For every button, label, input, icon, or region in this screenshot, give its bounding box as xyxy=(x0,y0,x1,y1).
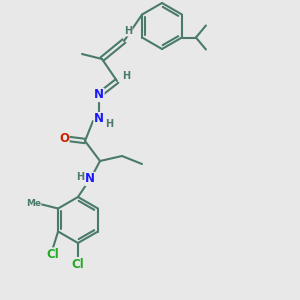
Text: Me: Me xyxy=(26,199,42,208)
Text: Cl: Cl xyxy=(47,248,59,261)
Text: H: H xyxy=(124,26,132,36)
Text: N: N xyxy=(94,88,104,101)
Text: Cl: Cl xyxy=(72,257,84,271)
Text: N: N xyxy=(94,112,104,125)
Text: N: N xyxy=(85,172,95,185)
Text: H: H xyxy=(122,71,130,81)
Text: H: H xyxy=(105,119,113,129)
Text: O: O xyxy=(59,133,69,146)
Text: H: H xyxy=(76,172,84,182)
